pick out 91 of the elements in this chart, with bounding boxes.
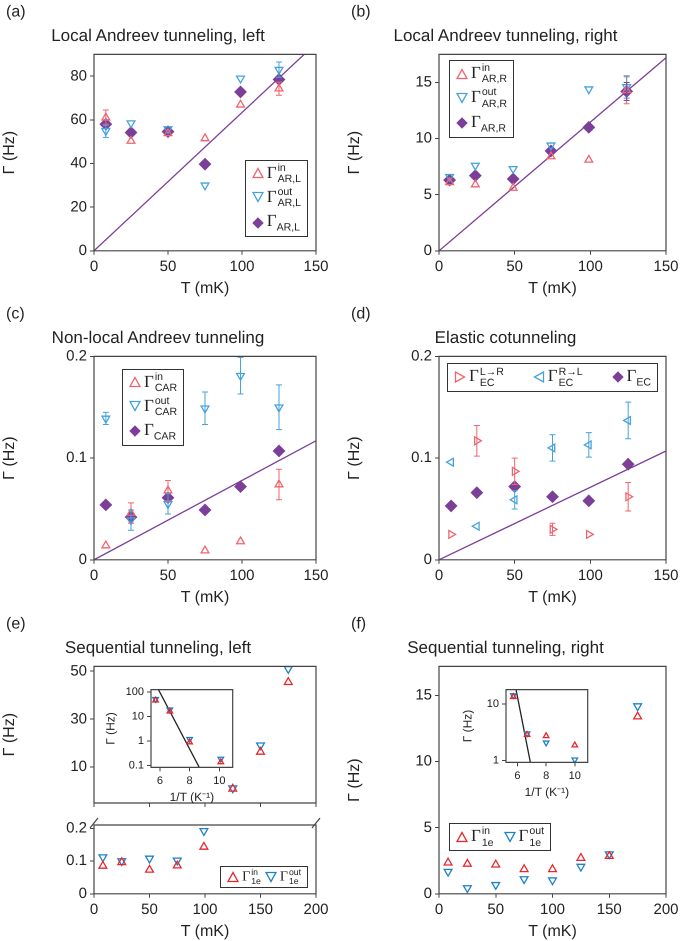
x-tick-label: 0 (90, 258, 98, 275)
x-tick-label: 10 (568, 770, 581, 782)
y-tick-label: 100 (126, 686, 144, 698)
x-tick-label: 150 (653, 258, 679, 275)
y-tick-label: 10 (415, 130, 432, 147)
x-tick-label: 0 (90, 900, 98, 918)
chart-title: Elastic cotunneling (434, 328, 576, 347)
x-tick-label: 50 (160, 258, 176, 275)
y-tick-label: 80 (70, 67, 87, 84)
x-tick-label: 150 (653, 566, 679, 584)
x-tick-label: 150 (303, 566, 329, 584)
y-tick-label: 0 (78, 242, 87, 259)
x-tick-label: 50 (506, 566, 524, 584)
y-tick-label: 0.1 (128, 760, 144, 772)
y-axis-title: Γ (Hz) (346, 130, 364, 174)
text: (e) (6, 615, 26, 632)
x-tick-label: 0 (434, 900, 444, 918)
x-tick-label: 100 (229, 566, 255, 584)
x-tick-label: 50 (160, 566, 176, 584)
legend-label: Γ$_{CAR}$ (144, 418, 176, 444)
x-tick-label: 100 (578, 566, 603, 584)
y-tick-label: 60 (70, 111, 87, 128)
x-tick-label: 150 (248, 900, 274, 918)
legend-label: Γ$_{EC}$ (626, 364, 651, 390)
y-axis-title: Γ (Hz) (346, 758, 364, 802)
y-axis-title: Γ (Hz) (460, 710, 475, 742)
x-axis-title: T (mK) (528, 280, 577, 297)
x-tick-label: 100 (578, 258, 603, 275)
x-axis-title: 1/T (K⁻¹) (170, 790, 214, 804)
chart-title: Non-local Andreev tunneling (52, 328, 264, 347)
y-axis-title: Γ (Hz) (104, 712, 118, 745)
chart-title: Local Andreev tunneling, right (394, 26, 618, 45)
text: (a) (6, 3, 26, 20)
y-tick-label: 0.1 (411, 449, 432, 466)
y-tick-label: 20 (70, 198, 87, 216)
x-tick-label: 100 (192, 900, 218, 918)
x-tick-label: 8 (543, 770, 550, 782)
x-tick-label: 200 (303, 900, 329, 918)
y-tick-label: 0.1 (66, 449, 87, 466)
x-tick-label: 150 (303, 258, 329, 275)
y-tick-label: 1 (492, 754, 499, 766)
x-axis-title: T (mK) (528, 588, 577, 606)
x-tick-label: 50 (506, 258, 524, 275)
x-axis-title: T (mK) (528, 922, 577, 940)
text: (f) (351, 615, 366, 632)
y-tick-label: 5 (424, 186, 432, 203)
text: (b) (351, 3, 371, 20)
x-tick-label: 10 (213, 775, 226, 788)
text: (d) (351, 305, 371, 322)
y-tick-label: 30 (70, 710, 87, 728)
y-tick-label: 50 (70, 662, 87, 680)
x-tick-label: 150 (596, 900, 622, 918)
chart-title: Sequential tunneling, left (64, 638, 252, 657)
y-axis-title: Γ (Hz) (1, 436, 18, 480)
y-axis-title: Γ (Hz) (1, 712, 18, 756)
x-axis-title: T (mK) (180, 588, 230, 606)
y-tick-label: 5 (424, 818, 432, 836)
y-tick-label: 0 (424, 242, 432, 259)
y-tick-label: 0 (78, 550, 87, 568)
y-tick-label: 40 (70, 154, 87, 172)
y-tick-label: 10 (415, 752, 432, 770)
y-tick-label: 0.2 (66, 819, 87, 836)
chart-title: Sequential tunneling, right (407, 638, 604, 657)
y-tick-label: 0.2 (411, 348, 432, 365)
x-tick-label: 8 (186, 775, 193, 788)
x-axis-title: 1/T (K⁻¹) (524, 785, 570, 800)
y-tick-label: 0 (424, 550, 432, 568)
x-tick-label: 0 (434, 258, 444, 275)
legend-label: Γ$_{AR,L}$ (266, 210, 300, 236)
y-tick-label: 10 (132, 710, 144, 723)
y-tick-label: 0 (424, 884, 432, 902)
x-axis-title: T (mK) (180, 922, 230, 940)
legend-label: Γ$_{AR,R}$ (471, 110, 506, 136)
y-tick-label: 0 (78, 884, 87, 902)
y-axis-title: Γ (Hz) (346, 436, 364, 480)
y-tick-label: 15 (415, 74, 432, 91)
x-tick-label: 100 (229, 258, 255, 275)
chart-title: Local Andreev tunneling, left (51, 26, 266, 45)
x-tick-label: 200 (653, 900, 679, 918)
y-tick-label: 0.1 (66, 852, 87, 870)
text: (c) (6, 305, 25, 322)
x-tick-label: 0 (434, 566, 444, 584)
y-tick-label: 1 (138, 735, 144, 748)
x-tick-label: 0 (90, 566, 98, 584)
y-tick-label: 15 (415, 686, 432, 704)
y-axis-title: Γ (Hz) (1, 130, 18, 174)
x-axis-title: T (mK) (180, 280, 230, 297)
x-tick-label: 100 (540, 900, 566, 918)
y-tick-label: 0.2 (66, 348, 87, 365)
x-tick-label: 6 (514, 770, 521, 782)
x-tick-label: 6 (156, 775, 163, 788)
